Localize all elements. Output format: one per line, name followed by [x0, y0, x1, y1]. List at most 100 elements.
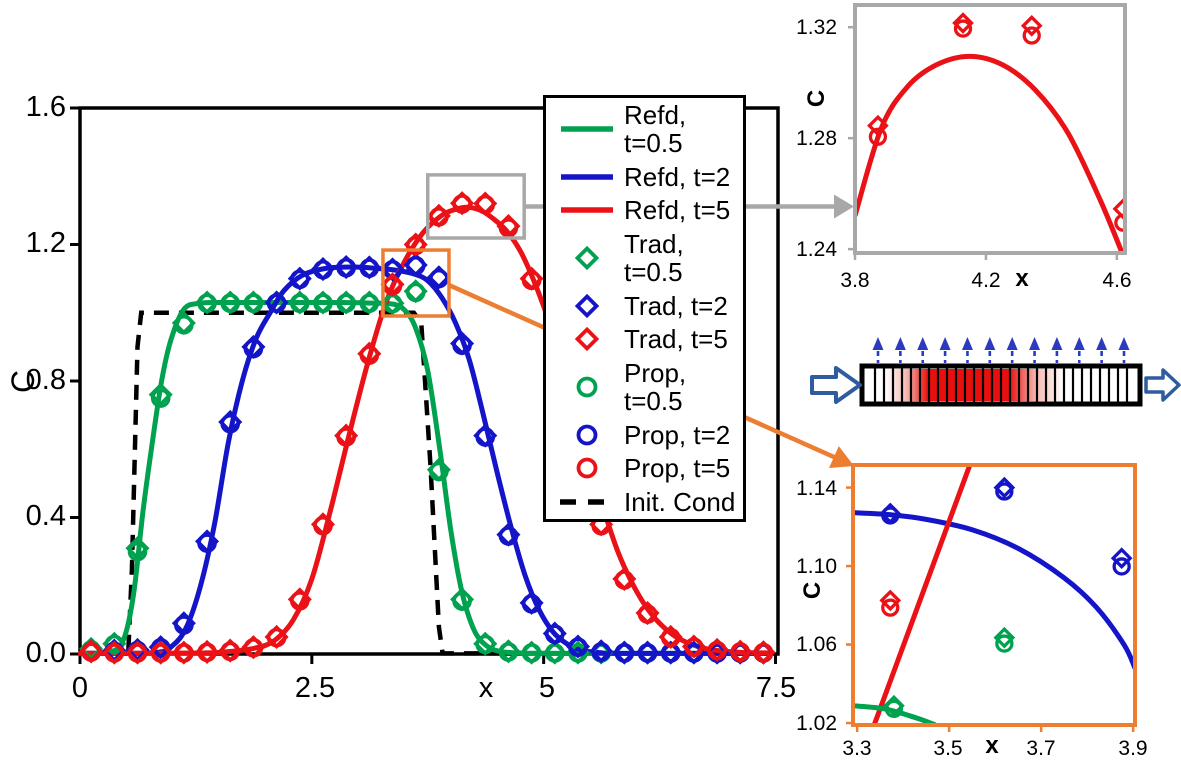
- diamond-marker: [426, 265, 451, 290]
- diamond-marker: [102, 631, 127, 656]
- legend-item-label: Prop, t=2: [624, 419, 731, 450]
- diamond-marker-icon: [574, 293, 600, 318]
- diamond-marker: [403, 252, 428, 278]
- diamond-marker: [1020, 14, 1043, 37]
- legend-item-label: Trad, t=2: [624, 290, 728, 321]
- diamond-marker: [171, 640, 196, 665]
- inset-frame-shoulder: [851, 463, 1137, 727]
- diamond-marker: [403, 279, 428, 304]
- diamond-marker: [148, 382, 173, 407]
- diamond-marker: [310, 257, 336, 282]
- diamond-marker: [403, 232, 428, 257]
- inset-frame-peak: [853, 3, 1127, 255]
- circle-marker: [868, 127, 888, 146]
- diamond-marker: [334, 290, 359, 315]
- source-arrow-icon: [872, 337, 884, 350]
- diamond-marker: [357, 255, 382, 280]
- legend-item-label: Refd, t=0.5: [624, 99, 687, 158]
- diamond-marker: [287, 290, 312, 315]
- diamond-marker: [450, 587, 475, 612]
- diamond-marker-icon: [574, 245, 600, 271]
- line-sample-icon: [561, 207, 613, 213]
- diamond-marker: [751, 640, 776, 665]
- diamond-marker: [171, 310, 196, 336]
- source-arrow-icon: [1096, 337, 1108, 350]
- source-arrow-icon: [1006, 337, 1018, 350]
- legend-item-label: Init. Cond: [624, 487, 736, 518]
- diamond-marker: [542, 640, 567, 665]
- diamond-marker: [993, 626, 1016, 649]
- legend-item-prop-t2: Prop, t=2: [546, 421, 743, 449]
- source-arrow-icon: [961, 337, 973, 350]
- source-arrow-icon: [894, 337, 906, 350]
- legend-item-trad-t05: Trad, t=0.5: [546, 230, 743, 286]
- source-arrow-icon: [1051, 337, 1063, 350]
- diamond-marker: [867, 114, 889, 137]
- diamond-marker: [357, 290, 382, 315]
- legend-item-label: Trad, t=5: [624, 324, 728, 355]
- diamond-marker: [194, 290, 220, 315]
- circle-marker: [1022, 26, 1041, 45]
- diamond-marker: [658, 624, 683, 649]
- diamond-marker: [565, 634, 591, 659]
- diamond-marker: [125, 640, 150, 665]
- line-sample-icon: [561, 126, 613, 132]
- legend-item-refd-t5: Refd, t=5: [546, 196, 743, 224]
- diamond-marker: [589, 639, 614, 664]
- diamond-marker: [218, 638, 243, 663]
- inset-curve: [871, 465, 973, 725]
- diamond-marker: [542, 621, 567, 646]
- diamond-marker: [450, 191, 475, 216]
- arrowhead-icon: [829, 446, 854, 468]
- diamond-marker: [450, 331, 475, 356]
- diamond-marker: [473, 191, 498, 216]
- legend-item-label: Prop, t=0.5: [624, 357, 687, 416]
- diamond-marker: [496, 522, 521, 547]
- diamond-marker: [519, 266, 544, 291]
- diamond-marker: [334, 254, 359, 280]
- inflow-arrow-icon: [810, 366, 862, 404]
- circle-marker: [953, 19, 973, 38]
- source-arrow-icon: [984, 337, 996, 350]
- diamond-marker: [635, 640, 660, 665]
- legend: Refd, t=0.5 Refd, t=2 Refd, t=5 Trad, t=…: [543, 95, 746, 522]
- source-arrow-icon: [939, 337, 951, 350]
- diamond-marker: [728, 639, 753, 664]
- source-arrow-icon: [1073, 337, 1085, 350]
- diamond-marker: [310, 512, 336, 537]
- diamond-marker: [496, 214, 521, 239]
- diamond-marker: [883, 694, 905, 717]
- legend-item-init-cond: Init. Cond: [546, 488, 743, 516]
- circle-marker: [881, 598, 900, 617]
- legend-item-label: Refd, t=5: [624, 195, 731, 226]
- circle-marker: [995, 482, 1014, 501]
- diamond-marker: [426, 457, 451, 482]
- diamond-marker: [218, 290, 243, 315]
- circle-marker: [1112, 557, 1131, 576]
- diamond-marker: [380, 291, 405, 316]
- outflow-arrow-icon: [1144, 368, 1181, 402]
- circle-marker: [995, 634, 1014, 653]
- diamond-marker: [635, 601, 660, 626]
- inset-background: [855, 5, 1125, 253]
- diamond-marker: [334, 423, 359, 448]
- diamond-marker: [148, 635, 173, 660]
- legend-item-trad-t5: Trad, t=5: [546, 325, 743, 353]
- diamond-marker: [264, 624, 289, 649]
- diamond-marker: [125, 536, 150, 561]
- arrowhead-icon: [834, 194, 854, 219]
- diamond-marker: [519, 590, 544, 615]
- diamond-marker: [612, 566, 637, 591]
- refd-curve: [78, 264, 774, 656]
- legend-item-prop-t05: Prop, t=0.5: [546, 359, 743, 415]
- circle-marker-icon: [576, 376, 598, 398]
- diamond-marker: [519, 640, 544, 665]
- inset-curve: [855, 53, 1125, 253]
- inset-curve: [853, 510, 1135, 670]
- dashed-line-sample-icon: [560, 499, 604, 505]
- legend-item-label: Trad, t=0.5: [624, 228, 684, 287]
- diamond-marker: [194, 529, 220, 554]
